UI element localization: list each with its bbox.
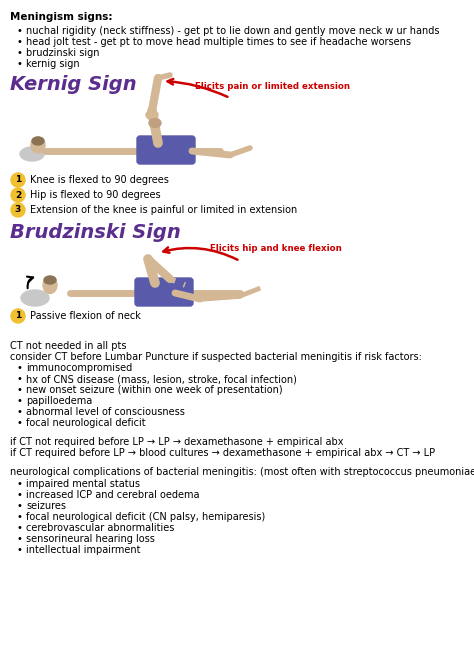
Text: Elicits hip and knee flexion: Elicits hip and knee flexion (210, 244, 342, 253)
Ellipse shape (31, 137, 45, 153)
Text: focal neurological deficit (CN palsy, hemiparesis): focal neurological deficit (CN palsy, he… (26, 512, 265, 522)
FancyBboxPatch shape (135, 278, 193, 306)
Text: Passive flexion of neck: Passive flexion of neck (30, 311, 141, 321)
Text: •: • (16, 59, 22, 69)
Text: kernig sign: kernig sign (26, 59, 80, 69)
Text: hx of CNS disease (mass, lesion, stroke, focal infection): hx of CNS disease (mass, lesion, stroke,… (26, 374, 297, 384)
Ellipse shape (20, 147, 44, 161)
Text: •: • (16, 523, 22, 533)
Text: •: • (16, 545, 22, 555)
Text: increased ICP and cerebral oedema: increased ICP and cerebral oedema (26, 490, 200, 500)
Text: if CT required before LP → blood cultures → dexamethasone + empirical abx → CT →: if CT required before LP → blood culture… (10, 448, 435, 458)
Text: Kernig Sign: Kernig Sign (10, 75, 137, 94)
Text: head jolt test - get pt to move head multiple times to see if headache worsens: head jolt test - get pt to move head mul… (26, 37, 411, 47)
Text: intellectual impairment: intellectual impairment (26, 545, 140, 555)
Ellipse shape (43, 276, 57, 294)
Text: abnormal level of consciousness: abnormal level of consciousness (26, 407, 185, 417)
Text: •: • (16, 385, 22, 395)
Text: if CT not required before LP → LP → dexamethasone + empirical abx: if CT not required before LP → LP → dexa… (10, 437, 344, 447)
Text: •: • (16, 37, 22, 47)
Ellipse shape (149, 118, 161, 128)
Text: seizures: seizures (26, 501, 66, 511)
Circle shape (11, 188, 25, 202)
Text: 3: 3 (15, 205, 21, 215)
Text: 1: 1 (15, 175, 21, 185)
Text: nuchal rigidity (neck stiffness) - get pt to lie down and gently move neck w ur : nuchal rigidity (neck stiffness) - get p… (26, 26, 439, 36)
Text: •: • (16, 26, 22, 36)
Text: Brudzinski Sign: Brudzinski Sign (10, 223, 181, 242)
Text: Elicits pain or limited extension: Elicits pain or limited extension (195, 82, 350, 91)
Text: Meningism signs:: Meningism signs: (10, 12, 112, 22)
Ellipse shape (32, 137, 44, 145)
Text: neurological complications of bacterial meningitis: (most often with streptococc: neurological complications of bacterial … (10, 467, 474, 477)
Text: 1: 1 (15, 312, 21, 320)
Text: •: • (16, 374, 22, 384)
Text: focal neurological deficit: focal neurological deficit (26, 418, 146, 428)
Text: CT not needed in all pts: CT not needed in all pts (10, 341, 127, 351)
Text: Extension of the knee is painful or limited in extension: Extension of the knee is painful or limi… (30, 205, 297, 215)
Text: Knee is flexed to 90 degrees: Knee is flexed to 90 degrees (30, 175, 169, 185)
Text: •: • (16, 501, 22, 511)
Text: •: • (16, 396, 22, 406)
Ellipse shape (44, 276, 56, 284)
Text: •: • (16, 418, 22, 428)
Text: sensorineural hearing loss: sensorineural hearing loss (26, 534, 155, 544)
Text: Hip is flexed to 90 degrees: Hip is flexed to 90 degrees (30, 190, 161, 200)
Ellipse shape (146, 110, 158, 120)
Circle shape (11, 309, 25, 323)
Text: 2: 2 (15, 191, 21, 199)
Text: •: • (16, 534, 22, 544)
Text: brudzinski sign: brudzinski sign (26, 48, 100, 58)
Text: •: • (16, 363, 22, 373)
FancyBboxPatch shape (137, 136, 195, 164)
Text: •: • (16, 490, 22, 500)
Text: immunocompromised: immunocompromised (26, 363, 132, 373)
Ellipse shape (21, 290, 49, 306)
Text: papilloedema: papilloedema (26, 396, 92, 406)
Text: cerebrovascular abnormalities: cerebrovascular abnormalities (26, 523, 174, 533)
Text: •: • (16, 407, 22, 417)
Text: consider CT before Lumbar Puncture if suspected bacterial meningitis if risk fac: consider CT before Lumbar Puncture if su… (10, 352, 422, 362)
Text: new onset seizure (within one week of presentation): new onset seizure (within one week of pr… (26, 385, 283, 395)
Text: •: • (16, 48, 22, 58)
Circle shape (11, 203, 25, 217)
Text: •: • (16, 479, 22, 489)
Text: •: • (16, 512, 22, 522)
Text: impaired mental status: impaired mental status (26, 479, 140, 489)
Circle shape (11, 173, 25, 187)
